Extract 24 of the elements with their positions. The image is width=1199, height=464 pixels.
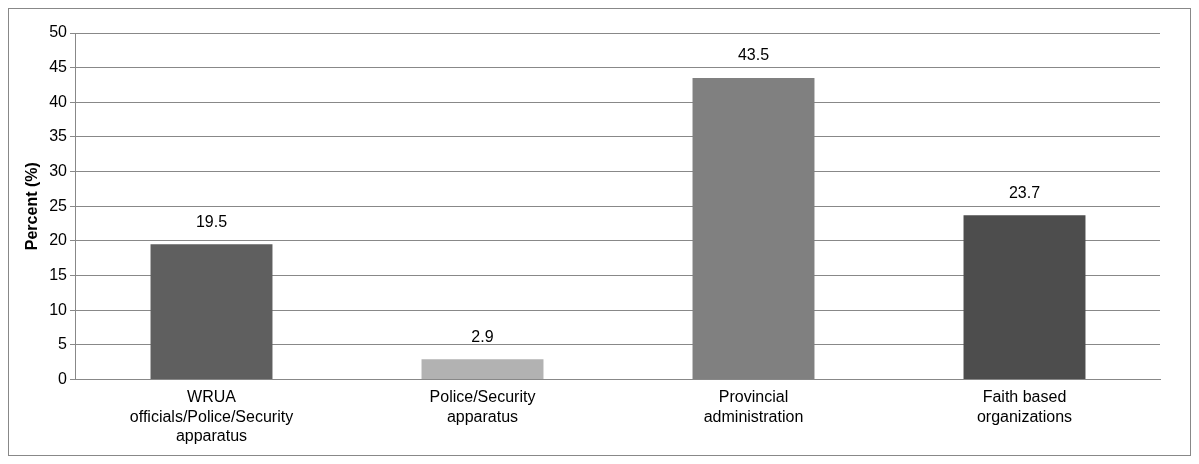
y-tick-label: 20 [49,231,68,249]
x-tick-label: Provincial administration [703,388,804,425]
bar [421,359,544,379]
y-tick-label: 40 [49,92,68,110]
bar [150,244,273,379]
y-tick-label: 35 [49,127,68,145]
y-tick-label: 5 [58,335,68,353]
y-tick-label: 10 [49,300,68,318]
x-tick-label: Faith based organizations [976,388,1073,425]
bar [963,215,1086,379]
y-tick-label: 0 [58,369,68,387]
y-tick-label: 15 [49,265,68,283]
data-label: 23.7 [1008,183,1041,201]
y-tick-label: 25 [49,196,68,214]
data-label: 43.5 [737,46,770,64]
y-tick-label: 45 [49,58,68,76]
y-axis-title: Percent (%) [23,162,41,251]
y-tick-label: 50 [49,23,68,41]
data-label: 19.5 [195,212,228,230]
y-tick-label: 30 [49,161,68,179]
x-tick-label: Police/Security apparatus [429,388,536,425]
x-tick-label: WRUA officials/Police/Security apparatus [129,388,294,444]
bar [692,78,815,379]
data-label: 2.9 [471,327,494,345]
